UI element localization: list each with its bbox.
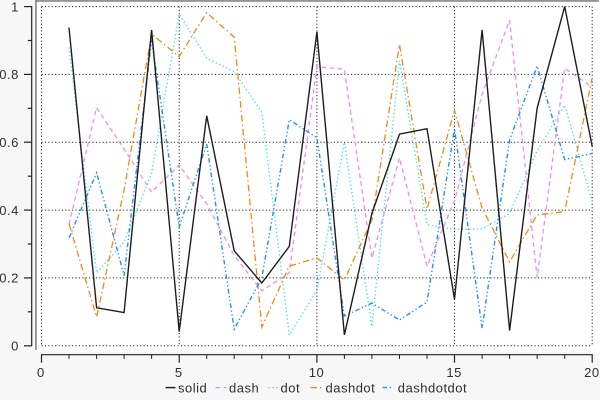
svg-text:0.8: 0.8	[0, 67, 19, 82]
svg-text:0: 0	[11, 339, 19, 354]
svg-text:20: 20	[584, 365, 599, 380]
svg-text:1: 1	[11, 0, 19, 14]
svg-text:solid: solid	[178, 380, 207, 395]
svg-text:0: 0	[37, 365, 45, 380]
svg-text:5: 5	[175, 365, 183, 380]
svg-text:dashdotdot: dashdotdot	[398, 380, 467, 395]
svg-text:dashdot: dashdot	[326, 380, 376, 395]
svg-text:10: 10	[309, 365, 324, 380]
svg-text:dash: dash	[229, 380, 259, 395]
svg-text:0.2: 0.2	[0, 271, 19, 286]
svg-text:15: 15	[446, 365, 461, 380]
svg-text:dot: dot	[281, 380, 301, 395]
svg-text:0.4: 0.4	[0, 203, 19, 218]
svg-text:0.6: 0.6	[0, 135, 19, 150]
